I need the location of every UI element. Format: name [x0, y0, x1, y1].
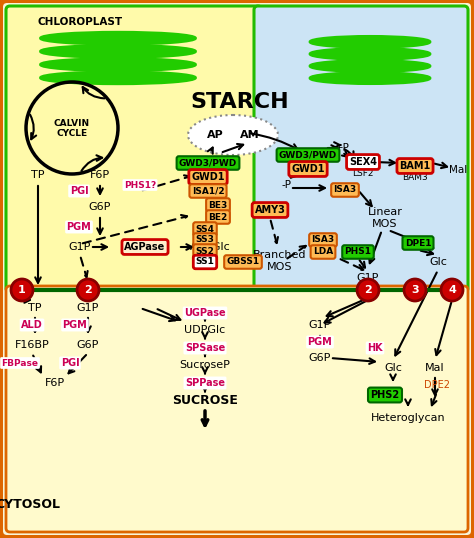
FancyBboxPatch shape — [3, 3, 471, 535]
FancyBboxPatch shape — [6, 6, 262, 292]
Circle shape — [77, 279, 99, 301]
Text: TP: TP — [31, 170, 45, 180]
Text: CYTOSOL: CYTOSOL — [0, 499, 61, 512]
Text: STARCH: STARCH — [191, 92, 289, 112]
FancyBboxPatch shape — [6, 286, 468, 532]
Text: PGM: PGM — [67, 222, 91, 232]
Text: G1P: G1P — [69, 242, 91, 252]
Text: GWD1: GWD1 — [291, 164, 325, 174]
Text: HK: HK — [367, 343, 383, 353]
Ellipse shape — [40, 72, 195, 84]
Text: F6P: F6P — [45, 378, 65, 388]
Text: Glc: Glc — [429, 257, 447, 267]
Text: ISA3: ISA3 — [333, 186, 356, 195]
Text: GBSS1: GBSS1 — [227, 258, 260, 266]
Text: G6P: G6P — [309, 353, 331, 363]
Text: F16BP: F16BP — [15, 340, 49, 350]
Text: 2: 2 — [364, 285, 372, 295]
Text: PHS1?: PHS1? — [124, 181, 156, 189]
Text: SUCROSE: SUCROSE — [172, 393, 238, 407]
Text: G6P: G6P — [77, 340, 99, 350]
Circle shape — [357, 279, 379, 301]
Text: PHS1: PHS1 — [345, 247, 372, 257]
Text: 3: 3 — [411, 285, 419, 295]
Text: 2: 2 — [84, 285, 92, 295]
Text: CALVIN: CALVIN — [54, 119, 90, 129]
Text: Branched: Branched — [253, 250, 307, 260]
Text: AP: AP — [207, 130, 223, 140]
Text: SucroseP: SucroseP — [180, 360, 230, 370]
Text: BAM3: BAM3 — [402, 173, 428, 182]
Text: MOS: MOS — [372, 219, 398, 229]
Text: SPPase: SPPase — [185, 378, 225, 388]
Text: SEX4: SEX4 — [349, 157, 377, 167]
Text: LSF2: LSF2 — [352, 169, 374, 179]
Ellipse shape — [40, 45, 195, 58]
Text: G1P: G1P — [309, 320, 331, 330]
Text: G1P: G1P — [77, 303, 99, 313]
Text: Mal: Mal — [425, 363, 445, 373]
Text: Heteroglycan: Heteroglycan — [371, 413, 445, 423]
FancyBboxPatch shape — [254, 6, 468, 292]
Text: G6P: G6P — [89, 202, 111, 212]
Text: BE3: BE3 — [209, 201, 228, 209]
Text: SPSase: SPSase — [185, 343, 225, 353]
Text: PGM: PGM — [63, 320, 87, 330]
Text: MOS: MOS — [267, 262, 293, 272]
Circle shape — [441, 279, 463, 301]
Ellipse shape — [188, 115, 278, 155]
Ellipse shape — [40, 32, 195, 44]
Text: +P: +P — [335, 143, 349, 153]
Text: PHS2: PHS2 — [371, 390, 400, 400]
Text: GWD1: GWD1 — [191, 172, 225, 182]
Ellipse shape — [310, 61, 430, 72]
Text: ADPGlc: ADPGlc — [190, 242, 230, 252]
Text: CYCLE: CYCLE — [56, 130, 88, 138]
Text: DPE1: DPE1 — [405, 238, 431, 247]
Text: ISA3: ISA3 — [311, 236, 335, 244]
Text: 4: 4 — [448, 285, 456, 295]
Text: UDPGlc: UDPGlc — [184, 325, 226, 335]
Text: GWD3/PWD: GWD3/PWD — [279, 151, 337, 159]
Text: LDA: LDA — [313, 247, 333, 257]
Ellipse shape — [310, 37, 430, 47]
Ellipse shape — [40, 59, 195, 70]
Text: PGI: PGI — [70, 186, 88, 196]
Text: UGPase: UGPase — [184, 308, 226, 318]
Circle shape — [11, 279, 33, 301]
Text: ALD: ALD — [21, 320, 43, 330]
Text: Glc: Glc — [384, 363, 402, 373]
Ellipse shape — [310, 48, 430, 60]
Text: SS1: SS1 — [196, 258, 214, 266]
Text: CHLOROPLAST: CHLOROPLAST — [37, 17, 123, 27]
Text: BAM1: BAM1 — [400, 161, 430, 171]
Text: SS3: SS3 — [196, 236, 214, 244]
Text: TP: TP — [28, 303, 42, 313]
Circle shape — [404, 279, 426, 301]
Text: ISA1/2: ISA1/2 — [191, 187, 224, 195]
Text: AMY3: AMY3 — [255, 205, 285, 215]
Text: -P: -P — [282, 180, 292, 190]
Text: PGM: PGM — [308, 337, 332, 347]
Text: AGPase: AGPase — [124, 242, 165, 252]
Text: F6P: F6P — [90, 170, 110, 180]
Text: PGI: PGI — [61, 358, 79, 368]
Text: SS2: SS2 — [196, 246, 214, 256]
Text: BE2: BE2 — [209, 213, 228, 222]
Text: Linear: Linear — [367, 207, 402, 217]
Text: SS4: SS4 — [195, 224, 215, 233]
Text: GWD3/PWD: GWD3/PWD — [179, 159, 237, 167]
Ellipse shape — [310, 73, 430, 83]
Text: AM: AM — [240, 130, 260, 140]
Text: G1P: G1P — [357, 273, 379, 283]
Text: FBPase: FBPase — [1, 358, 38, 367]
Text: Mal: Mal — [449, 165, 467, 175]
Text: DPE2: DPE2 — [424, 380, 450, 390]
Text: 1: 1 — [18, 285, 26, 295]
